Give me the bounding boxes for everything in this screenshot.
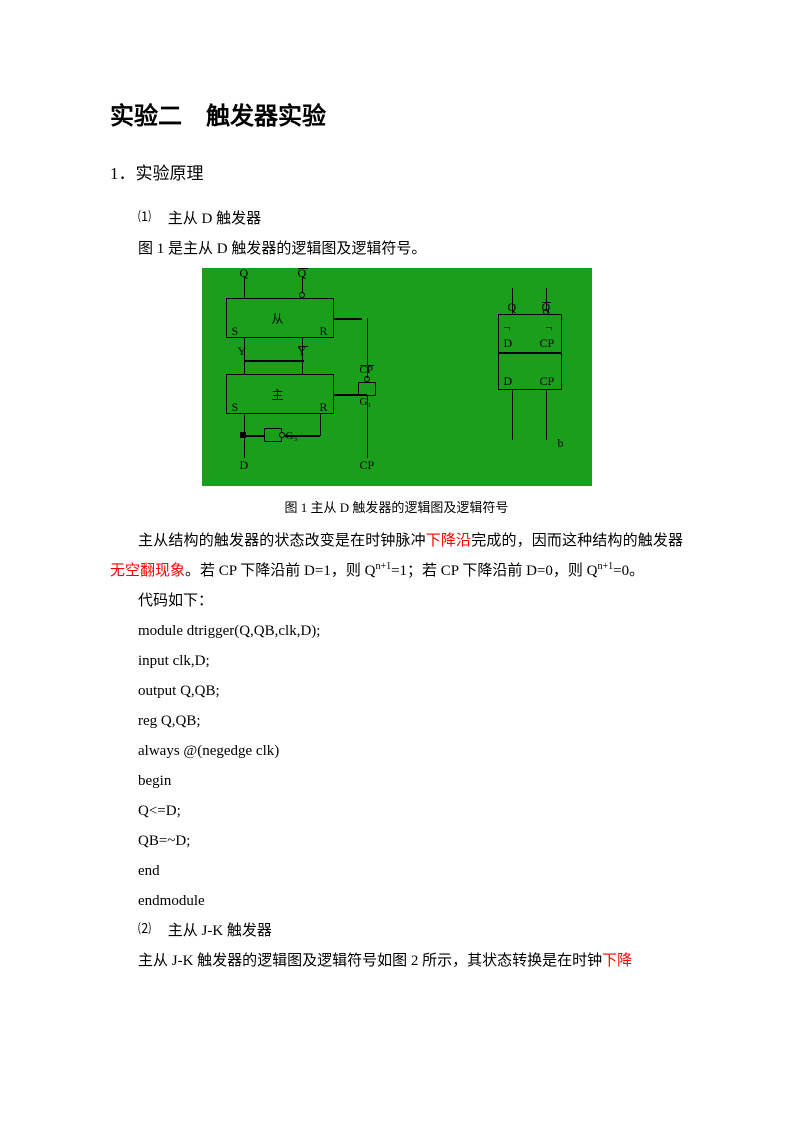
sym-label-b: b: [558, 436, 564, 451]
item1-num: ⑴: [138, 204, 164, 230]
label-S-bot: S: [232, 400, 239, 415]
cp-wire: [367, 396, 369, 458]
code-intro: 代码如下：: [138, 586, 683, 616]
code-line-4: always @(negedge clk): [138, 736, 683, 766]
g3-to-r: [284, 435, 320, 437]
sym-upper-CP: CP: [540, 336, 555, 351]
p1-sup1: n+1: [375, 561, 391, 572]
p1-a: 主从结构的触发器的状态改变是在时钟脉冲: [138, 533, 426, 549]
section-num: 1．: [110, 164, 136, 183]
p2-red: 下降: [602, 953, 632, 969]
qbar-bubble: [299, 292, 305, 298]
label-R-bot: R: [320, 400, 328, 415]
d-dot: [240, 432, 246, 438]
p1-d: =1；若 CP 下降沿前 D=0，则 Q: [391, 563, 597, 579]
subsection-2: ⑵ 主从 J-K 触发器: [138, 916, 683, 946]
cpbar-overline: [360, 365, 374, 366]
sym-lower-CP: CP: [540, 374, 555, 389]
label-G1: G₁: [360, 396, 372, 408]
sym-label-Q: Q: [508, 300, 517, 315]
item1-text: 主从 D 触发器: [164, 211, 261, 227]
sym-d-in: [512, 390, 514, 440]
cpbar-wire-h: [334, 318, 362, 320]
symbol-divider: [498, 352, 562, 354]
p1-red1: 下降沿: [426, 533, 471, 549]
item2-text: 主从 J-K 触发器: [164, 923, 272, 939]
subsection-1: ⑴ 主从 D 触发器: [138, 204, 683, 234]
sym-neg1: ¬: [504, 320, 511, 335]
label-slave: 从: [272, 310, 284, 327]
p1-e: =0。: [613, 563, 644, 579]
sym-lower-D: D: [504, 374, 513, 389]
qbar-overline: [298, 268, 308, 269]
label-master: 主: [272, 386, 284, 403]
p2-a: 主从 J-K 触发器的逻辑图及逻辑符号如图 2 所示，其状态转换是在时钟: [138, 953, 602, 969]
label-Q: Q: [240, 266, 249, 281]
code-line-1: input clk,D;: [138, 646, 683, 676]
d-to-g3: [244, 435, 264, 437]
label-S-top: S: [232, 324, 239, 339]
p1-c: 。若 CP 下降沿前 D=1，则 Q: [185, 563, 375, 579]
cp-master-h: [334, 394, 367, 396]
section-text: 实验原理: [136, 164, 204, 183]
code-line-9: endmodule: [138, 886, 683, 916]
sym-cp-in: [546, 390, 548, 440]
page-title: 实验二 触发器实验: [110, 96, 683, 131]
code-line-7: QB=~D;: [138, 826, 683, 856]
code-line-5: begin: [138, 766, 683, 796]
label-CP: CP: [360, 458, 375, 473]
label-D: D: [240, 458, 249, 473]
code-line-2: output Q,QB;: [138, 676, 683, 706]
figure-1-diagram: 从 S R Q Q 主 S R Y Y CP G₁: [202, 268, 592, 486]
slave-s-in: [244, 338, 246, 352]
figure-intro-text: 图 1 是主从 D 触发器的逻辑图及逻辑符号。: [138, 234, 683, 264]
sym-upper-D: D: [504, 336, 513, 351]
figure-1-caption: 图 1 主从 D 触发器的逻辑图及逻辑符号: [110, 497, 683, 516]
paragraph-1: 主从结构的触发器的状态改变是在时钟脉冲下降沿完成的，因而这种结构的触发器无空翻现…: [110, 526, 683, 586]
g3-r-up: [320, 414, 322, 436]
slave-r-in: [302, 338, 304, 352]
sym-neg2: ¬: [546, 320, 553, 335]
sym-qbar-overline: [542, 302, 551, 303]
p1-red2: 无空翻现象: [110, 563, 185, 579]
section-heading: 1．实验原理: [110, 159, 683, 184]
code-line-6: Q<=D;: [138, 796, 683, 826]
p1-b: 完成的，因而这种结构的触发器: [471, 533, 683, 549]
figure-1-container: 从 S R Q Q 主 S R Y Y CP G₁: [110, 268, 683, 491]
item2-num: ⑵: [138, 916, 164, 942]
code-line-0: module dtrigger(Q,QB,clk,D);: [138, 616, 683, 646]
paragraph-2: 主从 J-K 触发器的逻辑图及逻辑符号如图 2 所示，其状态转换是在时钟下降: [110, 946, 683, 976]
code-line-8: end: [138, 856, 683, 886]
code-line-3: reg Q,QB;: [138, 706, 683, 736]
label-R-top: R: [320, 324, 328, 339]
p1-sup2: n+1: [597, 561, 613, 572]
y-cross: [244, 360, 304, 362]
